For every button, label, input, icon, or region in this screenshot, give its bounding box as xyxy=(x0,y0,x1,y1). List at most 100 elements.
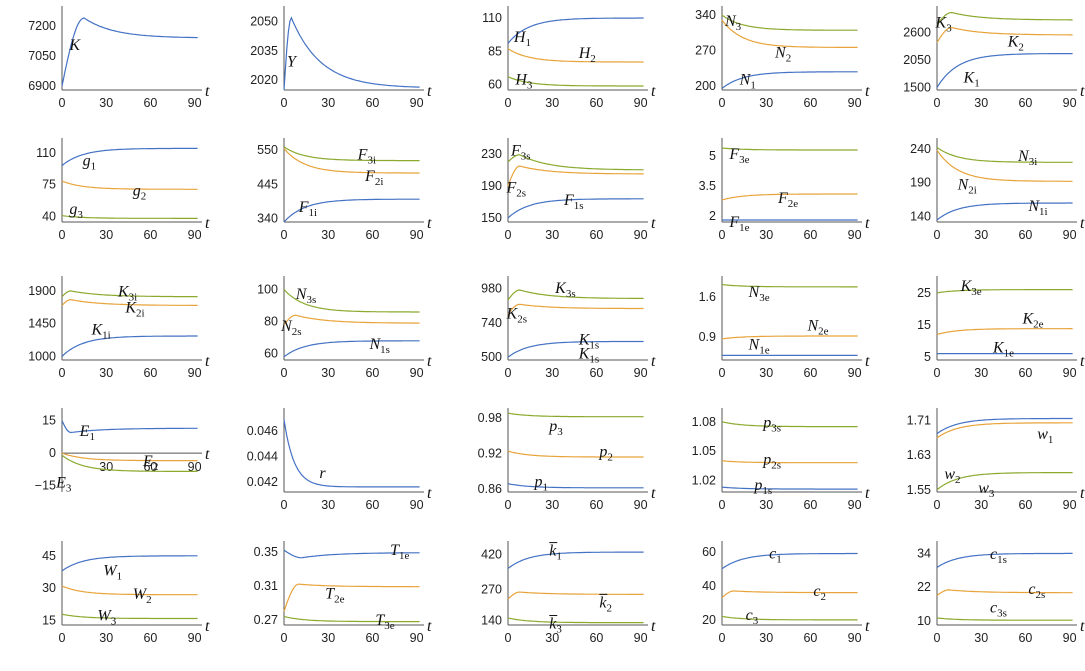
x-tick-label: 90 xyxy=(1063,228,1077,242)
x-tick-label: 90 xyxy=(634,498,648,512)
x-tick-label: 0 xyxy=(505,366,512,380)
curve-label: N1i xyxy=(1027,198,1047,218)
x-tick-label: 0 xyxy=(719,228,726,242)
y-tick-label: 34 xyxy=(917,546,931,560)
x-tick-label: 0 xyxy=(934,96,941,110)
x-tick-label: 30 xyxy=(545,96,559,110)
x-tick-label: 60 xyxy=(1018,96,1032,110)
x-tick-label: 90 xyxy=(1063,366,1077,380)
x-tick-label: 60 xyxy=(1018,498,1032,512)
x-axis-label: t xyxy=(651,485,656,502)
series-line-2 xyxy=(507,48,644,63)
series-line-2 xyxy=(936,422,1073,439)
series-line-2 xyxy=(721,19,858,48)
x-tick-label: 0 xyxy=(59,631,66,645)
y-tick-label: 7050 xyxy=(28,49,56,63)
x-tick-label: 90 xyxy=(188,631,202,645)
curve-label: k2 xyxy=(599,594,612,614)
x-tick-label: 60 xyxy=(589,96,603,110)
x-tick-label: 0 xyxy=(281,631,288,645)
curve-label: E2 xyxy=(142,453,158,473)
curve-label: E1 xyxy=(79,423,95,443)
x-tick-label: 60 xyxy=(803,498,817,512)
series-line-1 xyxy=(721,14,858,31)
series-line-2 xyxy=(61,585,198,596)
x-tick-label: 90 xyxy=(410,366,424,380)
series-line-2 xyxy=(283,583,420,612)
curve-label: w1 xyxy=(1037,426,1053,446)
chart-panel-1: 6900 7050 7200 0 30 60 90t K xyxy=(28,6,210,110)
x-tick-label: 60 xyxy=(143,631,157,645)
x-tick-label: 30 xyxy=(99,96,113,110)
series-line-1 xyxy=(61,420,198,434)
curve-label: K1e xyxy=(992,339,1014,359)
series-line-3 xyxy=(61,454,198,472)
curve-label: c1 xyxy=(769,546,782,566)
y-tick-label: 0.98 xyxy=(478,411,502,425)
x-tick-label: 0 xyxy=(59,96,66,110)
curve-label: K1 xyxy=(963,70,980,90)
x-tick-label: 60 xyxy=(143,460,157,474)
series-line-1 xyxy=(283,419,420,488)
x-axis-label: t xyxy=(1080,83,1085,100)
x-tick-label: 90 xyxy=(634,631,648,645)
x-axis-label: t xyxy=(427,83,432,100)
x-tick-label: 30 xyxy=(759,631,773,645)
curve-label: F2s xyxy=(506,179,527,199)
x-tick-label: 30 xyxy=(99,631,113,645)
x-tick-label: 0 xyxy=(934,366,941,380)
x-axis-label: t xyxy=(205,618,210,635)
y-tick-label: 420 xyxy=(481,547,502,561)
curve-label: H3 xyxy=(514,72,533,92)
series-line-3 xyxy=(61,215,198,219)
curve-label: T3e xyxy=(375,612,394,632)
y-tick-label: 230 xyxy=(481,147,502,161)
y-tick-label: 550 xyxy=(257,143,278,157)
series-line-1 xyxy=(283,16,420,91)
series-line-3 xyxy=(507,76,644,87)
y-tick-label: 1900 xyxy=(28,284,56,298)
x-tick-label: 30 xyxy=(545,498,559,512)
series-line-3 xyxy=(507,617,644,624)
curve-label: N3 xyxy=(724,13,742,33)
x-tick-label: 60 xyxy=(1018,228,1032,242)
y-tick-label: 190 xyxy=(910,176,931,190)
x-axis-label: t xyxy=(865,215,870,232)
curve-label: g2 xyxy=(133,183,147,203)
y-tick-label: 140 xyxy=(481,613,502,627)
x-tick-label: 60 xyxy=(365,498,379,512)
x-tick-label: 90 xyxy=(188,228,202,242)
series-line-3 xyxy=(936,472,1073,491)
curve-label: N2e xyxy=(806,317,828,337)
series-line-1 xyxy=(61,17,198,87)
y-tick-label: 15 xyxy=(917,318,931,332)
y-tick-label: 1.08 xyxy=(692,415,716,429)
x-axis-label: t xyxy=(205,83,210,100)
chart-panel-7: 340 445 550 0 30 60 90t F3i F2i F1i xyxy=(257,138,432,242)
curve-label: K2s xyxy=(506,306,527,326)
x-tick-label: 60 xyxy=(365,228,379,242)
y-tick-label: 270 xyxy=(481,583,502,597)
y-tick-label: 0.046 xyxy=(247,424,278,438)
y-tick-label: 0.9 xyxy=(699,330,716,344)
y-tick-label: 40 xyxy=(42,210,56,224)
y-tick-label: 5 xyxy=(924,350,931,364)
chart-panel-24: 20 40 60 0 30 60 90t c1 c2 c3 xyxy=(702,541,870,645)
x-tick-label: 90 xyxy=(1063,631,1077,645)
y-tick-label: 150 xyxy=(481,211,502,225)
x-tick-label: 30 xyxy=(974,96,988,110)
series-line-3 xyxy=(936,617,1073,621)
curve-label: N2s xyxy=(280,318,301,338)
y-tick-label: 1450 xyxy=(28,317,56,331)
curve-label: p3s xyxy=(762,415,781,435)
x-axis-label: t xyxy=(651,83,656,100)
y-tick-label: 240 xyxy=(910,142,931,156)
curve-label: W1 xyxy=(103,562,122,582)
x-tick-label: 30 xyxy=(759,96,773,110)
y-tick-label: 3.5 xyxy=(699,179,716,193)
chart-panel-21: 15 30 45 0 30 60 90t W1 W2 W3 xyxy=(42,541,210,645)
series-line-3 xyxy=(283,615,420,623)
curve-label: c3s xyxy=(990,599,1007,619)
